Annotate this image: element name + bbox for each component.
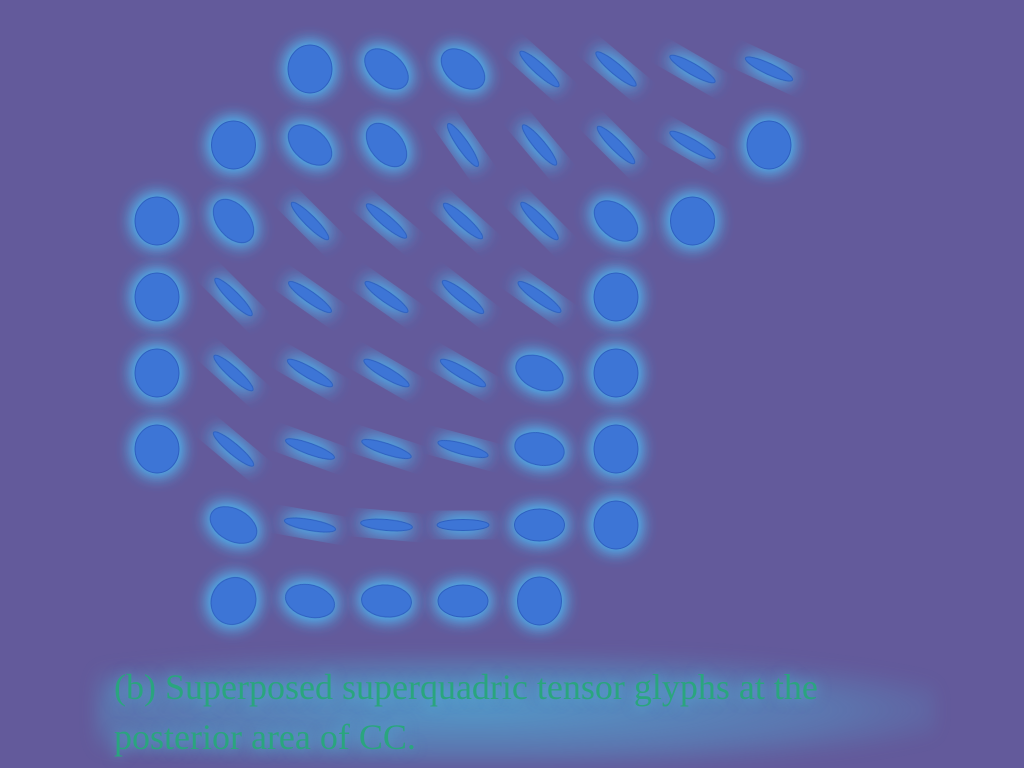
tensor-glyph: [514, 508, 565, 542]
tensor-glyph: [284, 583, 336, 619]
caption-label: (b): [114, 667, 156, 707]
caption-highlight: [96, 655, 936, 765]
tensor-glyph: [365, 203, 408, 239]
tensor-glyph: [514, 432, 565, 466]
tensor-glyph-figure: [134, 44, 794, 626]
tensor-glyph: [360, 518, 413, 532]
figure-caption: (b) Superposed superquadric tensor glyph…: [114, 662, 934, 762]
tensor-glyph: [593, 348, 639, 398]
tensor-glyph: [287, 280, 333, 314]
tensor-glyph: [134, 196, 180, 246]
tensor-glyph: [441, 279, 485, 315]
tensor-glyph: [364, 48, 409, 90]
tensor-glyph: [436, 519, 490, 531]
tensor-glyph: [519, 50, 560, 88]
tensor-glyph: [365, 122, 408, 168]
tensor-glyph: [290, 201, 330, 241]
tensor-glyph: [442, 202, 484, 240]
tensor-glyph: [284, 438, 336, 460]
tensor-glyph: [515, 354, 564, 392]
tensor-glyph: [361, 584, 412, 618]
tensor-glyph: [210, 576, 257, 626]
tensor-glyph: [521, 124, 558, 166]
tensor-glyph: [134, 272, 180, 322]
tensor-glyph: [593, 500, 639, 550]
tensor-glyph: [213, 354, 254, 392]
tensor-glyph: [212, 431, 255, 467]
tensor-glyph: [593, 424, 639, 474]
tensor-glyph: [287, 124, 333, 166]
tensor-glyph: [439, 358, 487, 388]
tensor-glyph: [669, 130, 716, 160]
tensor-glyph: [437, 584, 489, 618]
tensor-glyph: [134, 348, 180, 398]
tensor-glyph: [595, 51, 637, 87]
tensor-glyph: [437, 439, 489, 459]
tensor-glyph: [287, 44, 333, 94]
tensor-glyph: [520, 201, 559, 241]
tensor-glyph: [446, 122, 480, 168]
tensor-glyph: [363, 358, 410, 388]
tensor-glyph: [209, 506, 258, 544]
tensor-glyph: [517, 280, 562, 314]
tensor-glyph: [212, 198, 255, 244]
tensor-glyph: [744, 56, 794, 82]
tensor-glyph: [670, 196, 715, 246]
tensor-glyph: [364, 280, 409, 314]
tensor-glyph: [134, 424, 180, 474]
tensor-glyph: [593, 200, 639, 242]
glyph-grid: [134, 44, 794, 626]
tensor-glyph: [286, 358, 334, 388]
tensor-glyph: [440, 48, 486, 90]
tensor-glyph: [283, 517, 337, 533]
tensor-glyph: [211, 120, 256, 170]
tensor-glyph: [596, 125, 636, 165]
caption-text: Superposed superquadric tensor glyphs at…: [114, 667, 818, 757]
tensor-glyph: [593, 272, 639, 322]
tensor-glyph: [669, 54, 716, 84]
tensor-glyph: [517, 576, 562, 626]
tensor-glyph: [746, 120, 792, 170]
tensor-glyph: [214, 277, 253, 317]
tensor-glyph: [361, 438, 412, 460]
